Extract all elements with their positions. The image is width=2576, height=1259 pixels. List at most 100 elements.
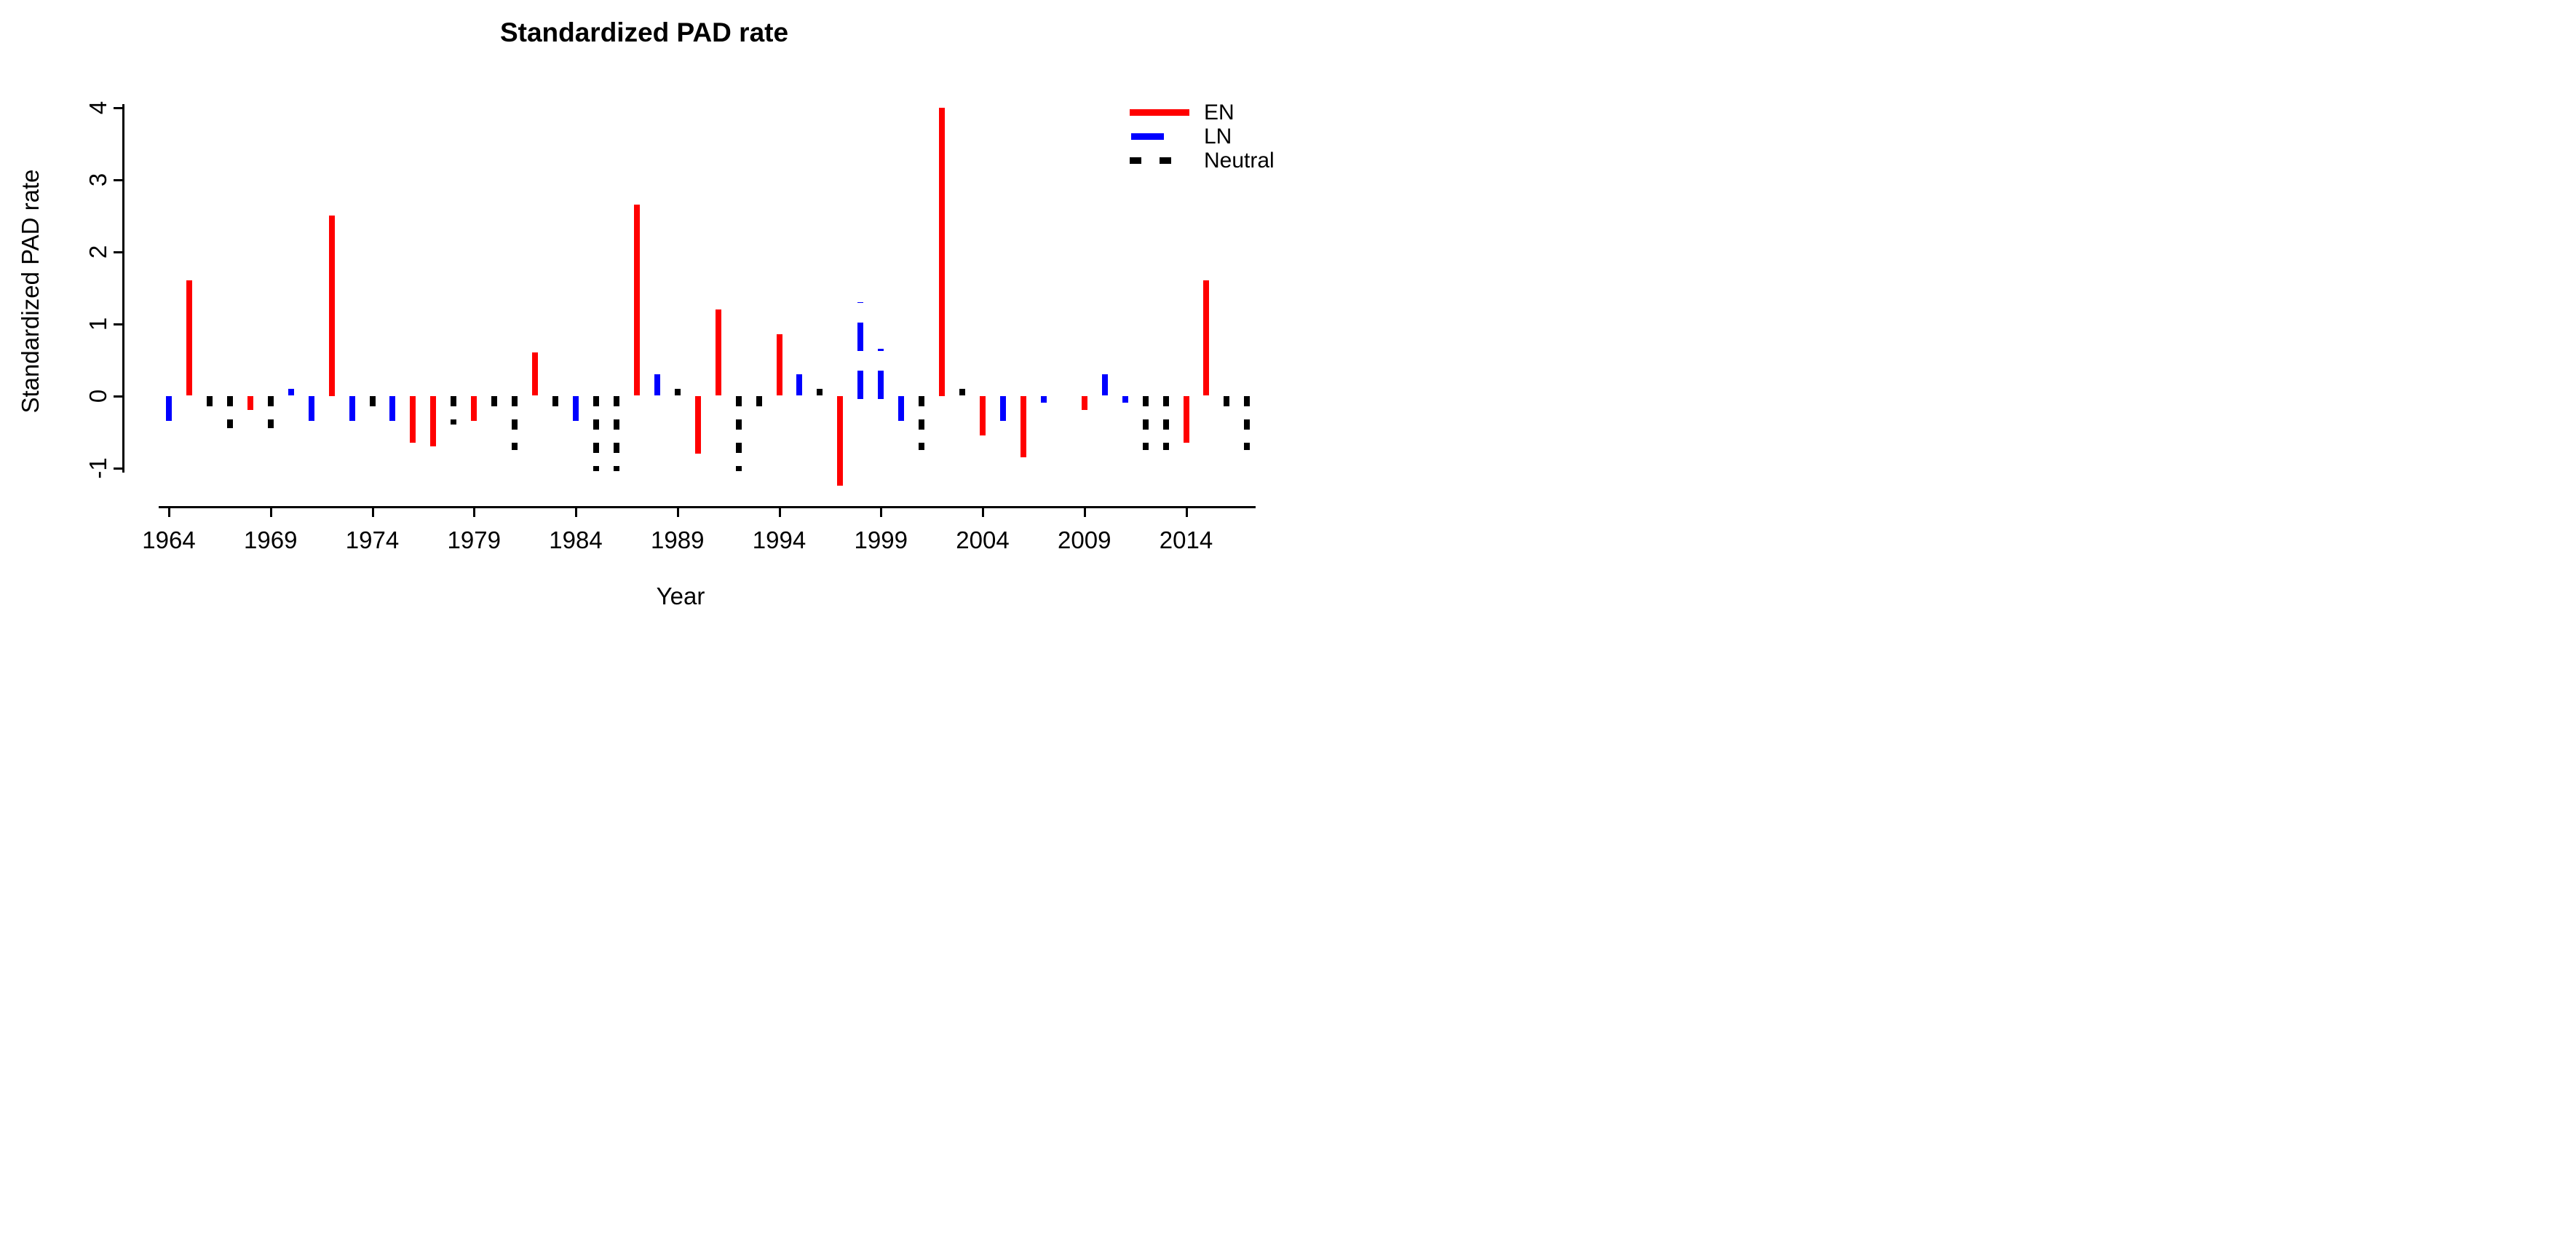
x-axis-tick <box>1083 508 1086 517</box>
x-tick-label: 1979 <box>447 526 501 553</box>
y-axis-tick <box>114 178 122 181</box>
x-axis-line <box>159 506 1256 508</box>
bar-2006 <box>1020 395 1026 457</box>
x-axis-tick <box>1185 508 1188 517</box>
x-tick-label: 1964 <box>142 526 196 553</box>
bar-1992 <box>735 395 742 472</box>
bar-1982 <box>532 352 539 396</box>
bar-1975 <box>389 395 396 422</box>
bar-2010 <box>1101 374 1108 396</box>
bar-1979 <box>471 395 477 422</box>
bar-2002 <box>939 107 946 396</box>
bar-1984 <box>573 395 579 422</box>
bar-2012 <box>1142 395 1149 450</box>
bar-1986 <box>613 395 619 472</box>
y-axis-tick <box>114 395 122 398</box>
legend-item-en: EN <box>1130 100 1275 125</box>
bar-2014 <box>1183 395 1189 443</box>
bar-1971 <box>308 395 314 422</box>
y-axis-tick <box>114 467 122 470</box>
bar-1969 <box>267 395 274 429</box>
y-axis-line <box>122 104 124 473</box>
bar-2005 <box>999 395 1006 422</box>
legend-label-en: EN <box>1204 100 1235 125</box>
x-tick-label: 2004 <box>956 526 1010 553</box>
bar-1972 <box>328 216 335 396</box>
bar-2004 <box>980 395 986 435</box>
y-tick-label: 0 <box>84 389 111 403</box>
x-axis-tick <box>168 508 170 517</box>
bar-2013 <box>1162 395 1169 450</box>
bar-1988 <box>654 374 660 396</box>
bar-2016 <box>1224 395 1230 407</box>
x-tick-label: 1974 <box>345 526 400 553</box>
bar-2017 <box>1244 395 1251 450</box>
bar-2009 <box>1081 395 1087 411</box>
y-axis-tick <box>114 106 122 109</box>
legend: EN LN Neutral <box>1130 100 1275 173</box>
bar-1978 <box>451 395 457 425</box>
bar-1980 <box>491 395 498 407</box>
legend-item-ln: LN <box>1130 125 1275 149</box>
bar-1968 <box>247 395 253 411</box>
y-tick-label: 4 <box>84 100 111 114</box>
bar-1981 <box>512 395 518 450</box>
x-tick-label: 1984 <box>549 526 603 553</box>
x-tick-label: 1969 <box>244 526 298 553</box>
bar-1995 <box>796 374 803 396</box>
bar-1989 <box>674 388 681 396</box>
bar-1970 <box>288 388 294 396</box>
x-axis-tick <box>982 508 984 517</box>
bar-1996 <box>817 388 823 396</box>
ln-line-swatch <box>1130 125 1194 149</box>
y-axis-tick <box>114 250 122 253</box>
standardized-pad-rate-chart: Standardized PAD rate Standardized PAD r… <box>0 0 1288 630</box>
bar-2007 <box>1040 395 1047 403</box>
x-tick-label: 2014 <box>1159 526 1213 553</box>
bar-1965 <box>186 280 192 396</box>
chart-title: Standardized PAD rate <box>499 17 789 47</box>
y-tick-label: 3 <box>84 173 111 186</box>
x-axis-tick <box>778 508 781 517</box>
x-axis-title: Year <box>656 583 705 609</box>
bar-1991 <box>715 309 721 396</box>
en-line-swatch <box>1130 100 1194 125</box>
x-tick-label: 2009 <box>1058 526 1111 553</box>
bar-1973 <box>349 395 355 422</box>
y-tick-label: 1 <box>84 317 111 331</box>
x-axis-tick <box>575 508 577 517</box>
x-axis-tick <box>473 508 476 517</box>
x-tick-label: 1994 <box>752 526 807 553</box>
bar-1974 <box>369 395 376 407</box>
bar-1994 <box>776 334 782 396</box>
x-tick-label: 1989 <box>651 526 705 553</box>
bar-1990 <box>694 395 701 454</box>
legend-label-neutral: Neutral <box>1204 149 1275 173</box>
bar-1985 <box>593 395 599 472</box>
x-axis-tick <box>269 508 272 517</box>
bar-1966 <box>206 395 213 407</box>
bar-1977 <box>430 395 437 446</box>
bar-1987 <box>633 205 640 396</box>
y-axis-title: Standardized PAD rate <box>17 169 44 414</box>
legend-label-ln: LN <box>1204 125 1232 149</box>
neutral-dashed-line-swatch <box>1130 149 1194 173</box>
bar-1998 <box>857 301 864 400</box>
x-axis-tick <box>880 508 883 517</box>
bar-1983 <box>552 395 559 407</box>
bar-1993 <box>756 395 762 407</box>
x-axis-tick <box>676 508 679 517</box>
y-tick-label: 2 <box>84 245 111 258</box>
bar-1976 <box>410 395 416 443</box>
bar-1967 <box>226 395 233 429</box>
y-axis-tick <box>114 323 122 325</box>
x-tick-label: 1999 <box>854 526 908 553</box>
bar-2000 <box>898 395 905 422</box>
bar-1999 <box>878 349 884 400</box>
bar-1964 <box>166 395 172 422</box>
legend-item-neutral: Neutral <box>1130 149 1275 173</box>
y-tick-label: -1 <box>84 457 111 479</box>
bar-1997 <box>837 395 844 486</box>
bar-2003 <box>959 388 966 396</box>
x-axis-tick <box>371 508 374 517</box>
